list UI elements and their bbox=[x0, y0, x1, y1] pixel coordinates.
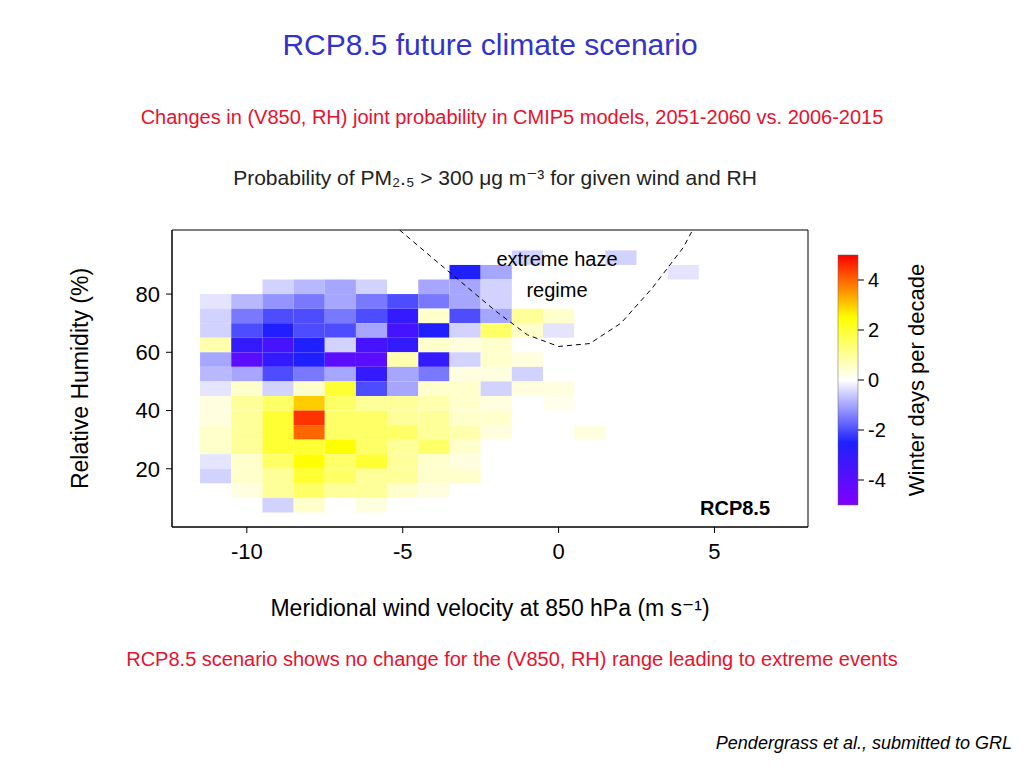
svg-text:Relative Humidity (%): Relative Humidity (%) bbox=[67, 268, 93, 489]
svg-text:20: 20 bbox=[136, 457, 160, 482]
svg-text:5: 5 bbox=[708, 539, 720, 564]
html-text:RCP8.5 scenario shows no chang: RCP8.5 scenario shows no change for the … bbox=[126, 648, 898, 670]
svg-text:4: 4 bbox=[868, 269, 879, 291]
svg-text:40: 40 bbox=[136, 398, 160, 423]
svg-text:-4: -4 bbox=[868, 469, 886, 491]
html-text:extreme haze regime: extreme haze regime bbox=[496, 248, 618, 301]
svg-text:2: 2 bbox=[868, 319, 879, 341]
svg-text:60: 60 bbox=[136, 340, 160, 365]
svg-text:Winter days per decade: Winter days per decade bbox=[904, 264, 929, 496]
html-text:Probability of PM₂.₅ > 300 μg: Probability of PM₂.₅ > 300 μg m⁻³ for gi… bbox=[233, 166, 757, 189]
svg-text:80: 80 bbox=[136, 282, 160, 307]
html-text:Pendergrass et al., submitted: Pendergrass et al., submitted to GRL bbox=[715, 733, 1012, 753]
html-text:RCP8.5: RCP8.5 bbox=[700, 497, 770, 519]
html-text:RCP8.5 future climate scenario: RCP8.5 future climate scenario bbox=[282, 28, 698, 61]
svg-text:0: 0 bbox=[552, 539, 564, 564]
svg-text:Meridional wind velocity at 85: Meridional wind velocity at 850 hPa (m s… bbox=[270, 595, 709, 621]
svg-text:-5: -5 bbox=[393, 539, 413, 564]
html-text:Changes in (V850, RH) joint pr: Changes in (V850, RH) joint probability … bbox=[140, 106, 884, 128]
svg-text:-2: -2 bbox=[868, 419, 886, 441]
svg-text:0: 0 bbox=[868, 369, 879, 391]
svg-text:-10: -10 bbox=[231, 539, 263, 564]
